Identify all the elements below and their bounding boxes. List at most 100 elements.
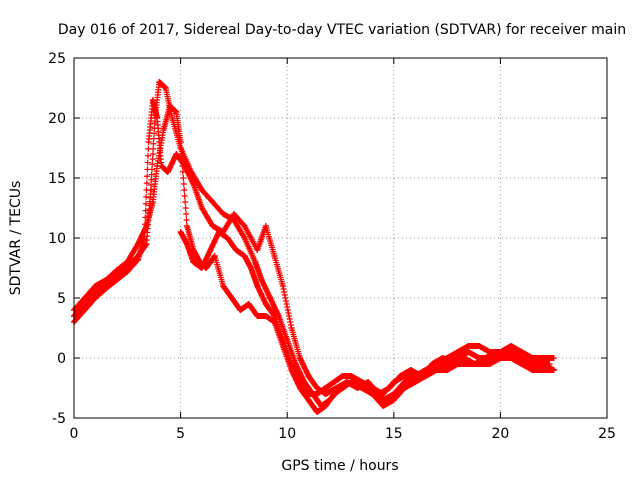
data-point [508, 355, 515, 361]
data-point [279, 337, 286, 343]
data-point [322, 385, 329, 391]
data-point [461, 355, 468, 361]
y-tick-label: 0 [57, 351, 66, 367]
data-point [198, 187, 205, 193]
data-point [454, 349, 461, 355]
y-tick-label: 20 [48, 111, 66, 127]
series-track-c [71, 103, 557, 415]
point-markers [71, 103, 557, 415]
data-point [237, 307, 244, 313]
data-point [550, 355, 557, 361]
x-tick-label: 10 [278, 426, 296, 442]
chart-title: Day 016 of 2017, Sidereal Day-to-day VTE… [58, 22, 626, 38]
data-point [348, 373, 355, 379]
data-point [476, 361, 483, 367]
data-point [529, 355, 536, 361]
data-point [540, 367, 547, 373]
data-point [518, 361, 525, 367]
data-point [465, 349, 472, 355]
data-point [113, 267, 120, 274]
data-point [134, 241, 141, 247]
data-point [465, 361, 472, 367]
data-point [156, 79, 163, 85]
data-point [145, 139, 152, 145]
data-point [258, 277, 265, 283]
data-point [314, 385, 321, 391]
data-point [279, 283, 286, 289]
data-point [305, 391, 312, 397]
data-point [380, 403, 387, 409]
series-track-b [71, 97, 553, 397]
data-point [92, 295, 99, 301]
data-point [177, 139, 184, 145]
data-point [380, 391, 387, 397]
data-point [401, 373, 408, 379]
data-point [331, 379, 338, 385]
data-point [296, 355, 303, 361]
data-point [252, 259, 259, 265]
data-point [164, 169, 171, 175]
data-points [71, 79, 557, 415]
data-point [271, 313, 278, 319]
data-point [331, 391, 338, 397]
data-point [486, 361, 493, 367]
x-tick-label: 20 [491, 426, 509, 442]
data-point [113, 277, 120, 283]
data-point [209, 199, 216, 205]
data-point [348, 379, 355, 385]
data-point [177, 229, 184, 235]
x-axis-label: GPS time / hours [281, 458, 398, 474]
data-point [262, 301, 269, 307]
data-point [92, 283, 99, 289]
y-tick-label: 25 [48, 51, 66, 67]
data-point [339, 373, 346, 379]
data-point [433, 367, 440, 373]
data-point [339, 385, 346, 391]
data-point [160, 127, 167, 133]
data-point [497, 349, 504, 355]
data-point [444, 355, 451, 361]
data-point [486, 349, 493, 355]
data-point [390, 397, 397, 403]
data-point [124, 268, 131, 275]
data-point [224, 235, 231, 241]
data-point [254, 313, 261, 319]
data-point [209, 223, 216, 229]
data-point [322, 403, 329, 409]
data-point [358, 385, 365, 391]
data-point [92, 289, 99, 295]
x-tick-label: 0 [70, 426, 79, 442]
data-point [215, 229, 222, 235]
data-point [358, 379, 365, 385]
data-point [529, 361, 536, 367]
y-axis-label: SDTVAR / TECUs [8, 181, 24, 296]
data-point [401, 379, 408, 385]
data-point [390, 379, 397, 385]
data-point [508, 349, 515, 355]
data-point [154, 115, 161, 121]
y-tick-label: -5 [52, 411, 66, 427]
data-point [422, 373, 429, 379]
y-tick-label: 15 [48, 171, 66, 187]
data-point [518, 355, 525, 361]
data-point [271, 253, 278, 259]
data-point [220, 211, 227, 217]
data-point [407, 367, 414, 373]
x-tick-label: 5 [176, 426, 185, 442]
data-point [162, 85, 169, 91]
data-point [149, 199, 156, 205]
data-point [207, 247, 214, 253]
data-point [433, 361, 440, 367]
data-point [369, 385, 376, 391]
data-point [540, 355, 547, 361]
data-point [198, 265, 205, 271]
data-point [401, 385, 408, 391]
data-point [228, 295, 235, 301]
data-point [233, 247, 240, 253]
point-markers [71, 97, 553, 397]
data-point [173, 151, 180, 157]
data-point [314, 409, 321, 415]
data-point [102, 277, 109, 283]
data-point [230, 211, 237, 217]
